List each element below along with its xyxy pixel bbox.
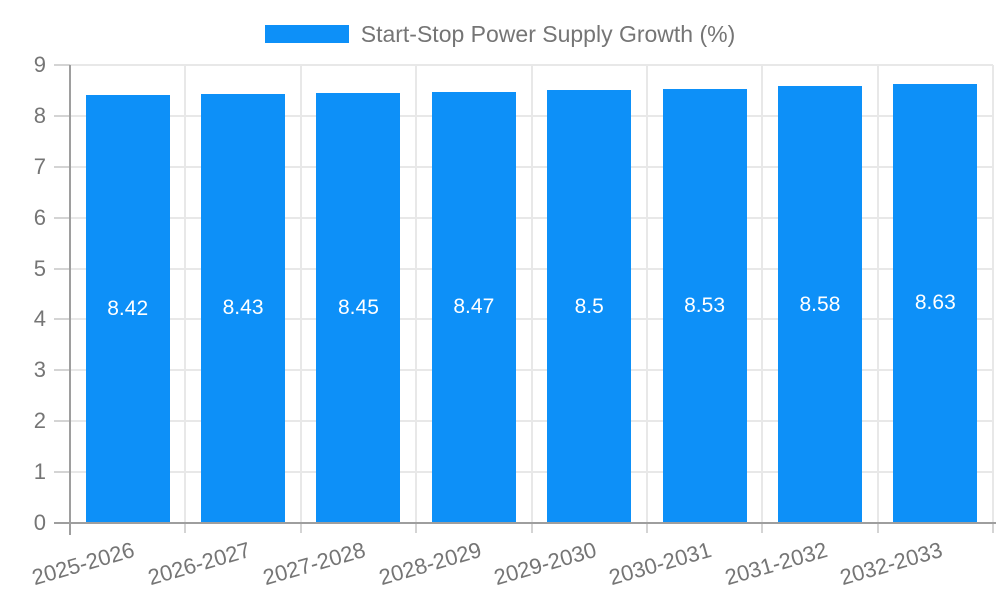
y-axis-line: [69, 65, 71, 535]
y-tick-label: 5: [33, 255, 46, 281]
bar[interactable]: 8.45: [316, 92, 401, 523]
y-tick: [54, 216, 70, 219]
bar-value-label: 8.63: [914, 291, 956, 315]
bar[interactable]: 8.47: [431, 91, 516, 523]
bar-value-label: 8.43: [222, 296, 264, 320]
y-gridline: [70, 318, 993, 321]
x-tick: [645, 523, 648, 533]
bar[interactable]: 8.5: [547, 90, 632, 523]
y-tick-label: 8: [33, 102, 46, 128]
y-gridline: [70, 420, 993, 423]
y-gridline: [70, 369, 993, 372]
y-tick: [54, 114, 70, 117]
x-gridline: [184, 65, 187, 523]
x-axis-line: [54, 522, 996, 524]
y-tick-label: 6: [33, 204, 46, 230]
x-tick-label: 2026-2027: [144, 537, 253, 591]
legend-label: Start-Stop Power Supply Growth (%): [360, 21, 736, 47]
x-tick-label: 2031-2032: [721, 537, 830, 591]
x-tick: [184, 523, 187, 533]
x-tick: [761, 523, 764, 533]
y-tick: [54, 471, 70, 474]
x-gridline: [992, 65, 994, 523]
x-gridline: [299, 65, 302, 523]
y-tick: [54, 369, 70, 372]
x-gridline: [761, 65, 764, 523]
y-tick: [54, 318, 70, 321]
y-gridline: [70, 165, 993, 168]
bar[interactable]: 8.43: [201, 94, 286, 523]
y-tick-label: 4: [33, 306, 46, 332]
y-tick: [54, 420, 70, 423]
x-tick: [415, 523, 418, 533]
bar-value-label: 8.58: [799, 292, 841, 316]
chart-legend[interactable]: Start-Stop Power Supply Growth (%): [0, 20, 1000, 48]
y-gridline: [70, 114, 993, 117]
y-tick-label: 9: [33, 52, 46, 77]
bar-value-label: 8.5: [574, 294, 604, 318]
x-tick-label: 2029-2030: [491, 537, 600, 591]
x-tick-label: 2030-2031: [606, 537, 715, 591]
x-tick: [992, 523, 994, 533]
x-tick-label: 2027-2028: [260, 537, 369, 591]
x-tick: [876, 523, 879, 533]
y-gridline: [70, 64, 993, 66]
x-tick-label: 2032-2033: [837, 537, 946, 591]
legend-swatch: [264, 25, 349, 43]
x-gridline: [530, 65, 533, 523]
y-gridline: [70, 216, 993, 219]
y-tick: [54, 267, 70, 270]
x-gridline: [415, 65, 418, 523]
x-tick-label: 2025-2026: [29, 537, 138, 591]
y-gridline: [70, 267, 993, 270]
bar[interactable]: 8.58: [777, 86, 862, 523]
y-tick-label: 0: [33, 510, 46, 535]
x-tick: [299, 523, 302, 533]
bar-value-label: 8.47: [453, 295, 495, 319]
bar[interactable]: 8.63: [893, 83, 978, 523]
x-tick-label: 2028-2029: [375, 537, 484, 591]
y-tick-label: 2: [33, 408, 46, 434]
bar-value-label: 8.53: [684, 293, 725, 317]
y-tick-label: 7: [33, 153, 46, 179]
y-tick-label: 3: [33, 357, 46, 383]
bar[interactable]: 8.53: [662, 88, 747, 523]
y-gridline: [70, 471, 993, 474]
y-tick-label: 1: [33, 459, 46, 485]
x-gridline: [876, 65, 879, 523]
x-gridline: [645, 65, 648, 523]
x-tick: [530, 523, 533, 533]
bar[interactable]: 8.42: [85, 94, 170, 523]
bar-value-label: 8.42: [107, 296, 149, 320]
bar-value-label: 8.45: [338, 295, 379, 319]
y-tick: [54, 64, 70, 66]
y-tick: [54, 165, 70, 168]
